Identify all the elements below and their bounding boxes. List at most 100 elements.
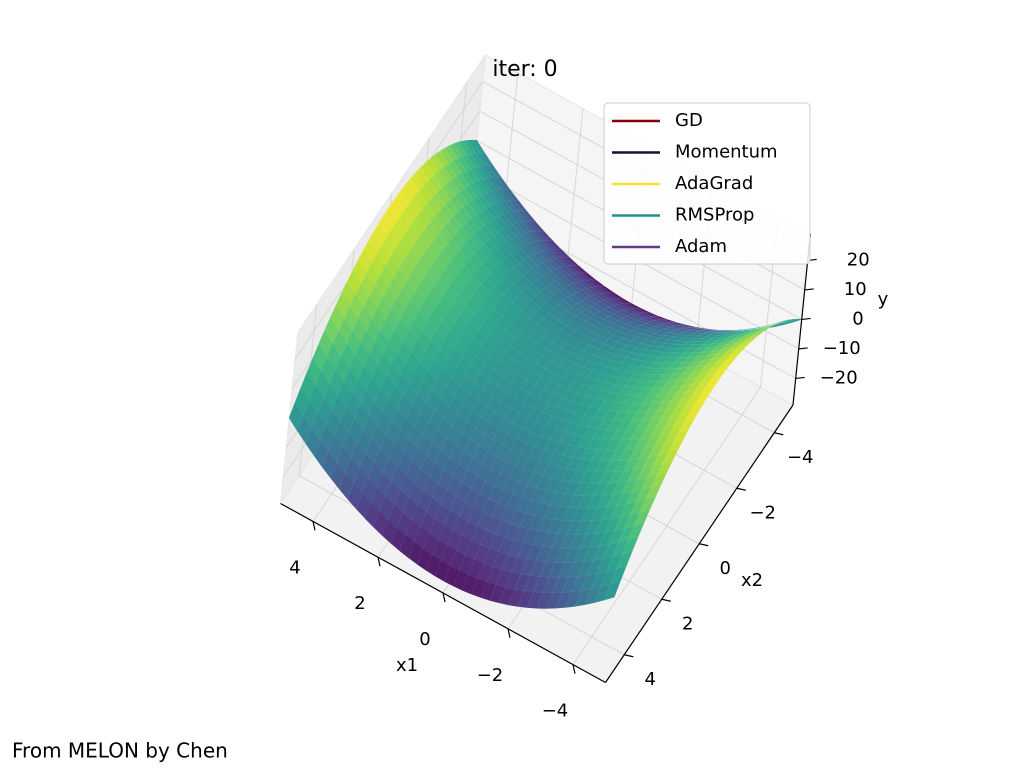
- surface-mesh: [491, 189, 506, 203]
- surface-mesh: [476, 462, 492, 482]
- surface-mesh: [582, 360, 598, 371]
- surface-mesh: [399, 474, 415, 498]
- surface-mesh: [589, 398, 605, 409]
- surface-mesh: [538, 230, 553, 241]
- surface-mesh: [574, 340, 590, 351]
- surface-mesh: [513, 412, 529, 429]
- surface-mesh: [516, 221, 531, 234]
- surface-mesh: [561, 576, 578, 593]
- y-tick-label: 0: [852, 308, 863, 329]
- surface-mesh: [503, 226, 518, 240]
- surface-mesh: [668, 325, 683, 330]
- surface-mesh: [617, 525, 635, 543]
- surface-mesh: [472, 330, 488, 348]
- surface-mesh: [512, 351, 528, 367]
- surface-mesh: [347, 482, 363, 510]
- surface-mesh: [787, 318, 802, 323]
- surface-mesh: [495, 569, 512, 588]
- surface-mesh: [535, 546, 552, 563]
- surface-mesh: [629, 372, 645, 381]
- surface-mesh: [526, 544, 543, 562]
- surface-mesh: [414, 234, 430, 255]
- surface-mesh: [627, 522, 645, 541]
- surface-mesh: [331, 394, 347, 422]
- surface-mesh: [506, 238, 521, 252]
- surface-mesh: [443, 565, 460, 587]
- surface-mesh: [588, 471, 605, 484]
- surface-mesh: [467, 338, 482, 357]
- surface-mesh: [705, 365, 722, 376]
- surface-mesh: [725, 344, 742, 353]
- surface-mesh: [634, 437, 651, 450]
- surface-mesh: [560, 468, 577, 482]
- surface-mesh: [626, 330, 642, 338]
- surface-mesh: [538, 250, 553, 262]
- surface-mesh: [721, 333, 736, 338]
- surface-mesh: [577, 280, 593, 289]
- surface-mesh: [628, 447, 645, 461]
- surface-mesh: [497, 244, 512, 259]
- surface-mesh: [297, 414, 312, 444]
- surface-mesh: [526, 591, 544, 609]
- surface-mesh: [448, 216, 463, 234]
- surface-mesh: [477, 322, 493, 339]
- surface-mesh: [558, 300, 573, 312]
- surface-mesh: [656, 460, 673, 476]
- surface-mesh: [556, 455, 573, 469]
- surface-mesh: [634, 354, 651, 362]
- surface-mesh: [388, 385, 404, 409]
- surface-mesh: [672, 428, 690, 443]
- surface-mesh: [532, 342, 548, 357]
- surface-mesh: [428, 359, 443, 380]
- y-tick-label: −20: [820, 367, 858, 388]
- surface-mesh: [425, 158, 440, 176]
- surface-mesh: [593, 334, 609, 344]
- surface-mesh: [396, 238, 411, 260]
- surface-mesh: [681, 366, 698, 375]
- surface-mesh: [509, 397, 525, 414]
- x1-tick: [312, 521, 316, 531]
- surface-mesh: [588, 339, 604, 349]
- surface-mesh: [479, 299, 495, 316]
- surface-mesh: [466, 153, 481, 168]
- surface-mesh: [516, 234, 531, 247]
- surface-mesh: [758, 326, 773, 329]
- surface-mesh: [507, 303, 522, 318]
- surface-mesh: [468, 382, 484, 400]
- surface-mesh: [393, 489, 410, 513]
- surface-mesh: [532, 398, 549, 413]
- surface-mesh: [388, 443, 404, 468]
- surface-mesh: [453, 211, 468, 228]
- surface-mesh: [550, 268, 566, 279]
- surface-mesh: [577, 366, 593, 378]
- surface-mesh: [450, 254, 465, 273]
- surface-mesh: [394, 373, 409, 397]
- surface-mesh: [511, 236, 526, 249]
- surface-mesh: [615, 362, 631, 372]
- surface-mesh: [778, 319, 793, 324]
- surface-mesh: [551, 466, 567, 481]
- surface-mesh: [517, 292, 532, 306]
- surface-mesh: [360, 272, 376, 297]
- surface-mesh: [312, 343, 328, 372]
- surface-mesh: [518, 402, 534, 419]
- surface-mesh: [634, 366, 650, 375]
- surface-mesh: [524, 243, 539, 255]
- surface-mesh: [564, 265, 579, 274]
- surface-mesh: [594, 460, 611, 473]
- x2-tick: [736, 487, 746, 491]
- surface-mesh: [449, 549, 466, 571]
- surface-mesh: [600, 505, 617, 521]
- surface-mesh: [458, 330, 474, 349]
- surface-mesh: [745, 333, 761, 341]
- surface-mesh: [489, 584, 506, 604]
- surface-mesh: [628, 387, 644, 396]
- surface-mesh: [530, 487, 547, 503]
- surface-mesh: [749, 326, 765, 331]
- surface-mesh: [495, 401, 511, 419]
- surface-mesh: [663, 339, 679, 345]
- surface-mesh: [574, 588, 592, 607]
- surface-mesh: [537, 336, 553, 350]
- surface-mesh: [617, 309, 633, 317]
